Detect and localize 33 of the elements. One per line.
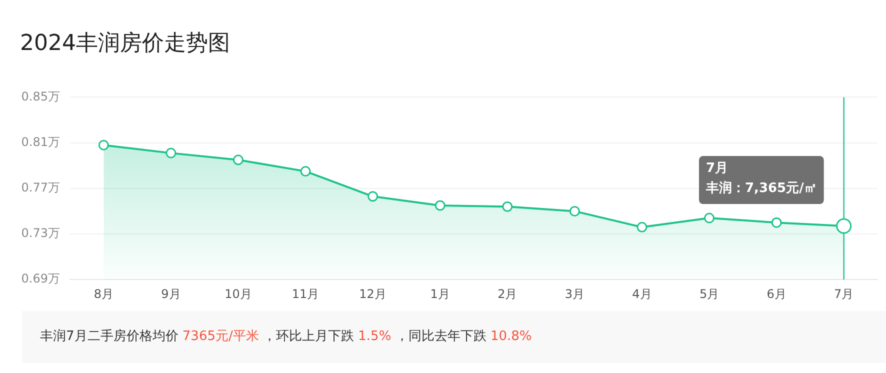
- chart-title: 2024丰润房价走势图: [20, 30, 230, 58]
- point: [166, 148, 176, 158]
- point: [98, 140, 109, 150]
- x-tick-label: 9月: [161, 286, 181, 301]
- y-tick-label: 0.69万: [21, 272, 60, 286]
- x-tick-label: 5月: [699, 286, 720, 301]
- point: [434, 200, 446, 211]
- x-tick-label: 6月: [766, 286, 786, 301]
- x-tick-label: 7月: [834, 286, 854, 301]
- point: [704, 212, 715, 224]
- annotation: ：7,365元/㎡: [732, 180, 817, 196]
- x-tick-label: 3月: [564, 286, 585, 301]
- text: 丰润7月二手房价格均价 7365元/平米 ，环比上月下跌 1.5% ，同比去年下跌 10.8%: [40, 329, 532, 344]
- series-label: 丰润: [704, 180, 732, 196]
- y-tick-label: 0.81万: [21, 134, 60, 149]
- x-tick-label: 11月: [292, 286, 320, 301]
- x-tick-label: 12月: [359, 286, 386, 301]
- point: [569, 206, 580, 216]
- y-tick-label: 0.85万: [21, 89, 60, 104]
- x-tick-label: 2月: [498, 286, 518, 301]
- y-tick-label: 0.73万: [21, 226, 60, 240]
- point: [636, 222, 648, 232]
- point: [232, 154, 244, 166]
- y-tick-label: 0.77万: [21, 180, 60, 195]
- x-tick-label: 4月: [632, 286, 652, 301]
- x-tick-label: 1月: [430, 286, 450, 301]
- point: [502, 201, 513, 212]
- x-tick-label: 8月: [94, 286, 114, 301]
- point: [368, 191, 378, 202]
- point: [771, 217, 782, 228]
- x-tick-label: 10月: [224, 286, 252, 301]
- point: [300, 166, 311, 177]
- text: 7月: [706, 160, 728, 176]
